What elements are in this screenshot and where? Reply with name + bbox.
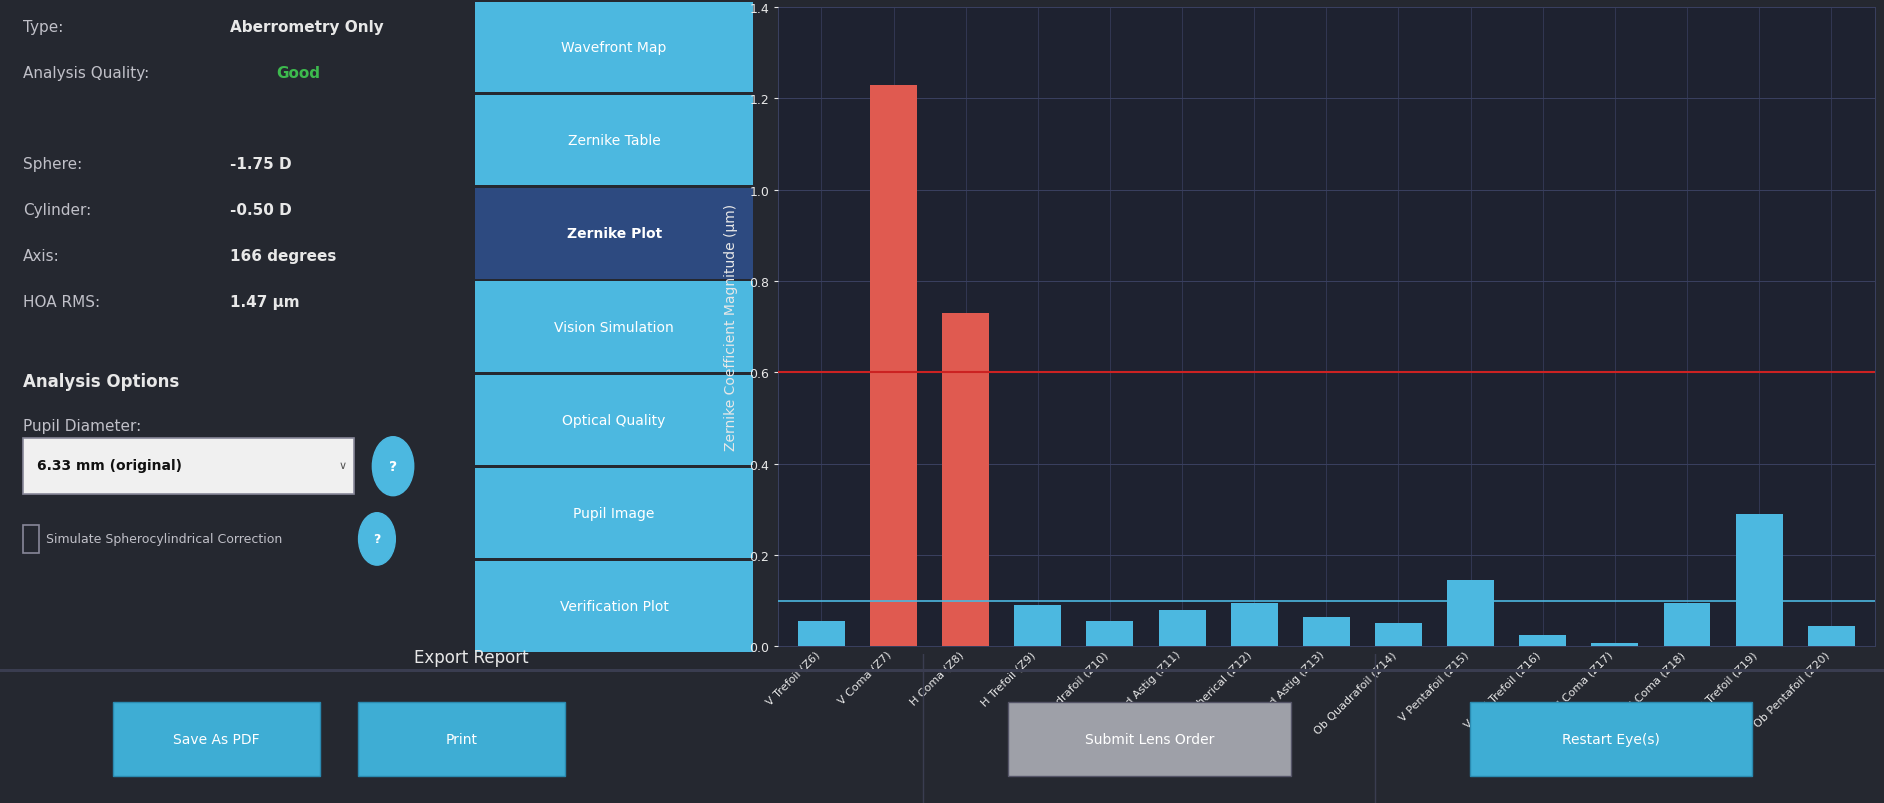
Bar [942, 313, 989, 646]
Text: Optical Quality: Optical Quality [563, 414, 665, 427]
Bar [1735, 514, 1782, 646]
Text: Export Report: Export Report [414, 648, 528, 666]
Text: Vision Simulation: Vision Simulation [554, 320, 674, 334]
Text: ?: ? [373, 532, 381, 546]
Text: Zernike Plot: Zernike Plot [567, 227, 661, 241]
Text: Good: Good [275, 65, 320, 80]
Bar [1014, 605, 1061, 646]
Bar [1519, 635, 1566, 646]
Text: Verification Plot: Verification Plot [560, 600, 669, 613]
Text: Zernike Table: Zernike Table [567, 134, 661, 148]
Bar [1159, 610, 1206, 646]
Text: Wavefront Map: Wavefront Map [561, 41, 667, 55]
Text: Pupil Diameter:: Pupil Diameter: [23, 419, 141, 434]
Bar [799, 622, 844, 646]
FancyBboxPatch shape [113, 702, 320, 777]
Circle shape [373, 437, 414, 496]
Bar [0, 669, 1884, 672]
Text: Cylinder:: Cylinder: [23, 203, 90, 218]
Text: 1.47 μm: 1.47 μm [230, 295, 300, 309]
Bar [1375, 624, 1422, 646]
Text: Aberrometry Only: Aberrometry Only [230, 19, 384, 35]
Bar [1230, 603, 1277, 646]
Bar [1087, 622, 1134, 646]
Text: Axis:: Axis: [23, 249, 60, 263]
Text: Analysis Quality:: Analysis Quality: [23, 65, 149, 80]
FancyBboxPatch shape [475, 468, 754, 559]
Circle shape [358, 513, 396, 565]
FancyBboxPatch shape [358, 702, 565, 777]
Text: -1.75 D: -1.75 D [230, 157, 292, 172]
FancyBboxPatch shape [475, 561, 754, 652]
FancyBboxPatch shape [23, 525, 40, 553]
FancyBboxPatch shape [475, 96, 754, 186]
Text: Sphere:: Sphere: [23, 157, 83, 172]
FancyBboxPatch shape [475, 375, 754, 466]
Text: Submit Lens Order: Submit Lens Order [1085, 732, 1213, 746]
Text: 166 degrees: 166 degrees [230, 249, 335, 263]
FancyBboxPatch shape [1008, 702, 1291, 777]
Text: Analysis Options: Analysis Options [23, 373, 179, 391]
Bar [1592, 642, 1639, 646]
Text: ?: ? [388, 459, 398, 474]
FancyBboxPatch shape [475, 189, 754, 279]
Y-axis label: Zernike Coefficient Magnitude (μm): Zernike Coefficient Magnitude (μm) [723, 204, 739, 450]
Text: Print: Print [447, 732, 477, 746]
Text: 6.33 mm (original): 6.33 mm (original) [38, 459, 181, 472]
Text: Type:: Type: [23, 19, 64, 35]
Text: Pupil Image: Pupil Image [573, 507, 656, 520]
Text: Simulate Spherocylindrical Correction: Simulate Spherocylindrical Correction [45, 532, 283, 546]
Bar [1809, 626, 1854, 646]
Bar [1447, 581, 1494, 646]
Text: Restart Eye(s): Restart Eye(s) [1562, 732, 1660, 746]
FancyBboxPatch shape [475, 2, 754, 93]
Text: -0.50 D: -0.50 D [230, 203, 292, 218]
Bar [870, 86, 918, 646]
Bar [1304, 617, 1349, 646]
FancyBboxPatch shape [23, 438, 354, 494]
Bar [1664, 603, 1711, 646]
Text: Save As PDF: Save As PDF [173, 732, 260, 746]
FancyBboxPatch shape [475, 282, 754, 373]
Text: HOA RMS:: HOA RMS: [23, 295, 100, 309]
FancyBboxPatch shape [1470, 702, 1752, 777]
Text: ∨: ∨ [339, 460, 347, 471]
